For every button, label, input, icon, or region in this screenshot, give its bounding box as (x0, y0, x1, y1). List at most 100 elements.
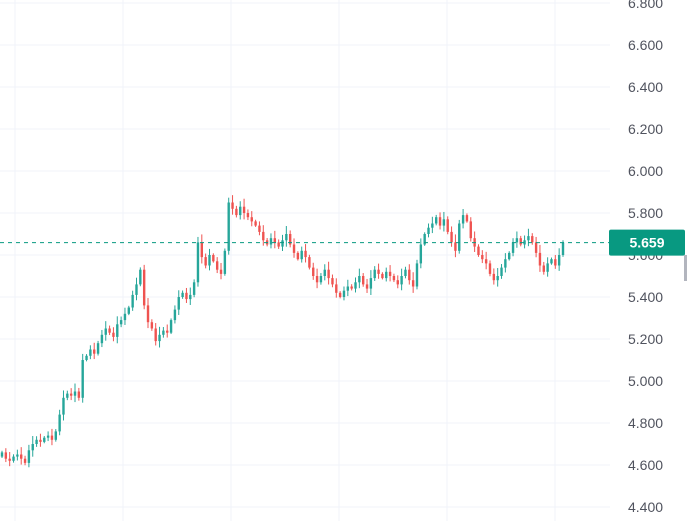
candle-body (250, 217, 253, 222)
y-tick-label: 4.800 (628, 415, 663, 431)
candle-body (550, 259, 553, 264)
candle-body (93, 349, 96, 354)
candle-body (46, 435, 50, 438)
candle-body (304, 250, 307, 258)
candle-body (319, 276, 323, 283)
candle-body (504, 259, 507, 268)
candle-body (142, 269, 146, 306)
candle (342, 286, 346, 301)
candle-body (89, 349, 92, 356)
candle (258, 221, 261, 236)
candle (89, 345, 92, 360)
candle-body (392, 276, 396, 281)
candle-body (408, 269, 411, 281)
candle (69, 388, 73, 401)
candle-body (269, 238, 273, 245)
candle-body (515, 238, 519, 243)
candle-body (69, 393, 73, 396)
candle-body (262, 231, 265, 241)
candle (204, 253, 207, 269)
candle (116, 316, 119, 344)
candle-body (212, 255, 215, 262)
candle-body (458, 223, 461, 251)
candle-body (527, 236, 530, 241)
candle (208, 248, 211, 271)
candle-body (338, 292, 342, 297)
candle-body (173, 309, 177, 321)
y-tick-label: 5.000 (628, 373, 663, 389)
right-edge-marker (684, 255, 687, 281)
y-tick-label: 5.200 (628, 331, 663, 347)
candle-body (431, 223, 434, 228)
candle-body (219, 269, 223, 274)
candle-body (323, 269, 326, 276)
candle-body (308, 257, 311, 268)
candle (523, 235, 526, 249)
candle-body (181, 292, 184, 297)
candle (492, 268, 496, 285)
candle-body (523, 240, 526, 245)
candle (504, 253, 507, 273)
candle-body (215, 261, 219, 270)
candle-body (258, 225, 261, 232)
candle-body (312, 267, 315, 276)
candle-body (285, 234, 288, 241)
candle (542, 261, 545, 275)
candle (8, 451, 11, 467)
candle (219, 262, 223, 280)
candle (481, 250, 484, 264)
candle-body (388, 271, 392, 276)
candle-body (465, 215, 469, 222)
candle-body (327, 269, 330, 279)
candle (189, 287, 192, 305)
candle (465, 213, 469, 223)
candle-body (281, 240, 284, 247)
candle (434, 214, 438, 226)
candle-body (123, 313, 127, 321)
candle (392, 273, 396, 283)
candle-body (350, 286, 353, 289)
candle-body (23, 458, 27, 463)
candle (173, 305, 177, 324)
candle (0, 450, 4, 458)
candle-body (35, 439, 38, 444)
y-axis: 6.8006.6006.4006.2006.0005.8005.6005.400… (628, 0, 663, 515)
candle (496, 268, 499, 287)
candle-body (66, 393, 69, 398)
y-tick-label: 4.400 (628, 499, 663, 515)
candle (54, 429, 57, 442)
candle-body (381, 273, 384, 279)
candle (150, 319, 154, 331)
candle (131, 290, 134, 311)
candle (515, 231, 519, 248)
candle (477, 244, 480, 257)
candle (346, 279, 350, 297)
candle (162, 327, 165, 338)
candle (43, 436, 46, 444)
y-tick-label: 5.800 (628, 205, 663, 221)
candle-body (492, 273, 496, 281)
candle-body (8, 458, 11, 461)
candle (454, 234, 457, 258)
candle (139, 267, 142, 287)
candle (127, 305, 131, 316)
candle (327, 261, 330, 285)
candle (223, 248, 227, 276)
candle (200, 234, 204, 264)
candle-body (508, 252, 511, 260)
candle-body (169, 320, 173, 333)
candle-body (496, 276, 499, 281)
candle-body (242, 206, 246, 213)
candle (365, 278, 369, 293)
candle (519, 235, 522, 247)
candle-body (131, 294, 134, 308)
candle-body (185, 292, 188, 300)
candle-body (43, 437, 46, 442)
candle-body (116, 324, 119, 337)
candle (431, 216, 434, 234)
candle (4, 448, 8, 463)
candle-body (273, 238, 277, 243)
candle (354, 277, 357, 293)
candle (158, 326, 161, 348)
candle (396, 275, 399, 289)
